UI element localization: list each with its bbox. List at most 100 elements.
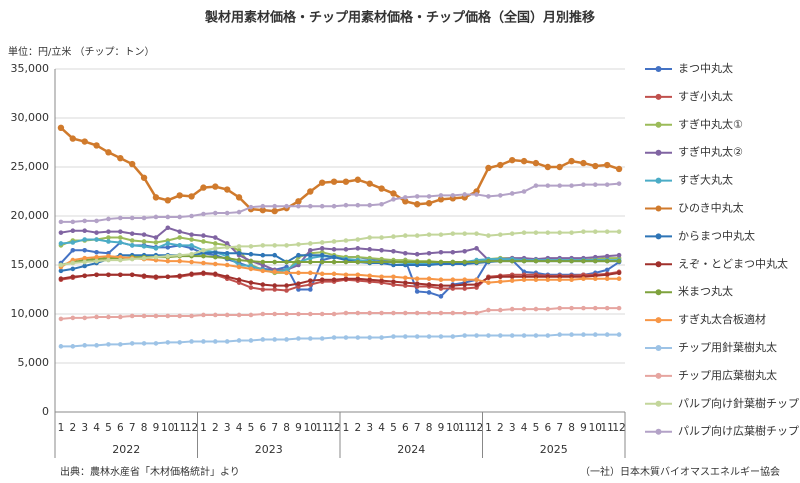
- data-point: [189, 271, 194, 277]
- data-point: [568, 157, 575, 165]
- data-point: [593, 182, 598, 187]
- legend-marker: [655, 66, 662, 72]
- data-point: [58, 316, 64, 322]
- data-point: [509, 278, 515, 283]
- data-point: [569, 305, 574, 311]
- data-point: [485, 164, 492, 172]
- x-tick-label: 6: [402, 422, 409, 434]
- data-point: [224, 245, 230, 250]
- data-point: [581, 276, 586, 282]
- x-tick-label: 12: [612, 422, 625, 434]
- data-point: [331, 271, 337, 277]
- x-tick-label: 1: [200, 422, 207, 434]
- data-point: [284, 337, 289, 342]
- data-point: [129, 272, 135, 278]
- data-point: [118, 272, 123, 278]
- data-point: [308, 270, 313, 276]
- data-point: [403, 334, 408, 339]
- legend-marker: [655, 400, 662, 407]
- x-tick-label: 7: [556, 422, 563, 434]
- data-point: [141, 273, 147, 279]
- x-tick-label: 12: [327, 422, 340, 434]
- data-point: [260, 243, 266, 248]
- data-point: [604, 276, 610, 282]
- data-point: [319, 271, 325, 277]
- data-point: [438, 310, 444, 316]
- data-point: [177, 252, 182, 258]
- data-point: [284, 288, 289, 293]
- data-point: [58, 268, 64, 274]
- data-point: [414, 310, 420, 316]
- data-point: [391, 279, 396, 284]
- data-point: [498, 193, 503, 198]
- data-point: [141, 244, 147, 249]
- data-point: [129, 238, 135, 243]
- data-point: [616, 270, 622, 276]
- data-point: [557, 258, 562, 264]
- data-point: [616, 252, 622, 258]
- data-point: [616, 305, 622, 311]
- data-point: [213, 241, 218, 246]
- data-point: [474, 192, 479, 197]
- data-point: [284, 283, 289, 288]
- data-point: [414, 251, 420, 257]
- data-point: [450, 283, 456, 288]
- data-point: [355, 246, 361, 251]
- data-point: [296, 281, 301, 286]
- data-point: [94, 218, 99, 224]
- data-point: [474, 310, 479, 316]
- x-tick-label: 4: [236, 422, 243, 434]
- x-tick-label: 4: [378, 422, 385, 434]
- data-point: [70, 240, 76, 245]
- data-point: [425, 200, 433, 207]
- data-point: [557, 230, 562, 235]
- data-point: [272, 259, 277, 265]
- data-point: [201, 312, 206, 318]
- data-point: [355, 237, 361, 242]
- data-point: [129, 243, 135, 248]
- data-point: [355, 272, 361, 278]
- legend-marker: [655, 289, 662, 296]
- data-point: [70, 315, 76, 321]
- data-point: [450, 249, 456, 255]
- data-point: [129, 313, 135, 319]
- data-point: [343, 335, 349, 340]
- data-point: [272, 269, 277, 275]
- data-point: [118, 235, 123, 240]
- data-point: [403, 275, 408, 281]
- data-point: [498, 258, 503, 264]
- x-tick-label: 1: [485, 422, 492, 434]
- data-point: [141, 255, 147, 261]
- x-tick-label: 10: [304, 422, 317, 434]
- x-tick-label: 10: [446, 422, 459, 434]
- data-point: [603, 161, 611, 169]
- data-point: [379, 259, 384, 265]
- legend-marker: [655, 121, 662, 128]
- data-point: [509, 274, 515, 280]
- data-point: [118, 342, 123, 347]
- data-point: [117, 154, 124, 162]
- data-point: [343, 247, 349, 252]
- data-point: [462, 286, 467, 291]
- data-point: [462, 277, 467, 283]
- data-point: [437, 196, 445, 203]
- x-tick-label: 4: [93, 422, 100, 434]
- data-point: [105, 149, 112, 156]
- legend-label: すぎ小丸太: [678, 89, 733, 103]
- data-point: [426, 194, 432, 199]
- data-point: [403, 310, 408, 316]
- data-point: [152, 194, 160, 201]
- data-point: [284, 311, 289, 317]
- data-point: [521, 333, 527, 338]
- data-point: [272, 252, 277, 258]
- data-point: [153, 246, 159, 251]
- x-tick-label: 6: [259, 422, 266, 434]
- y-tick-label: 20,000: [11, 209, 50, 222]
- data-point: [188, 193, 195, 200]
- data-point: [213, 246, 218, 251]
- data-point: [426, 290, 432, 295]
- data-point: [248, 338, 254, 343]
- data-point: [308, 287, 313, 292]
- data-point: [141, 215, 147, 221]
- data-point: [319, 259, 325, 265]
